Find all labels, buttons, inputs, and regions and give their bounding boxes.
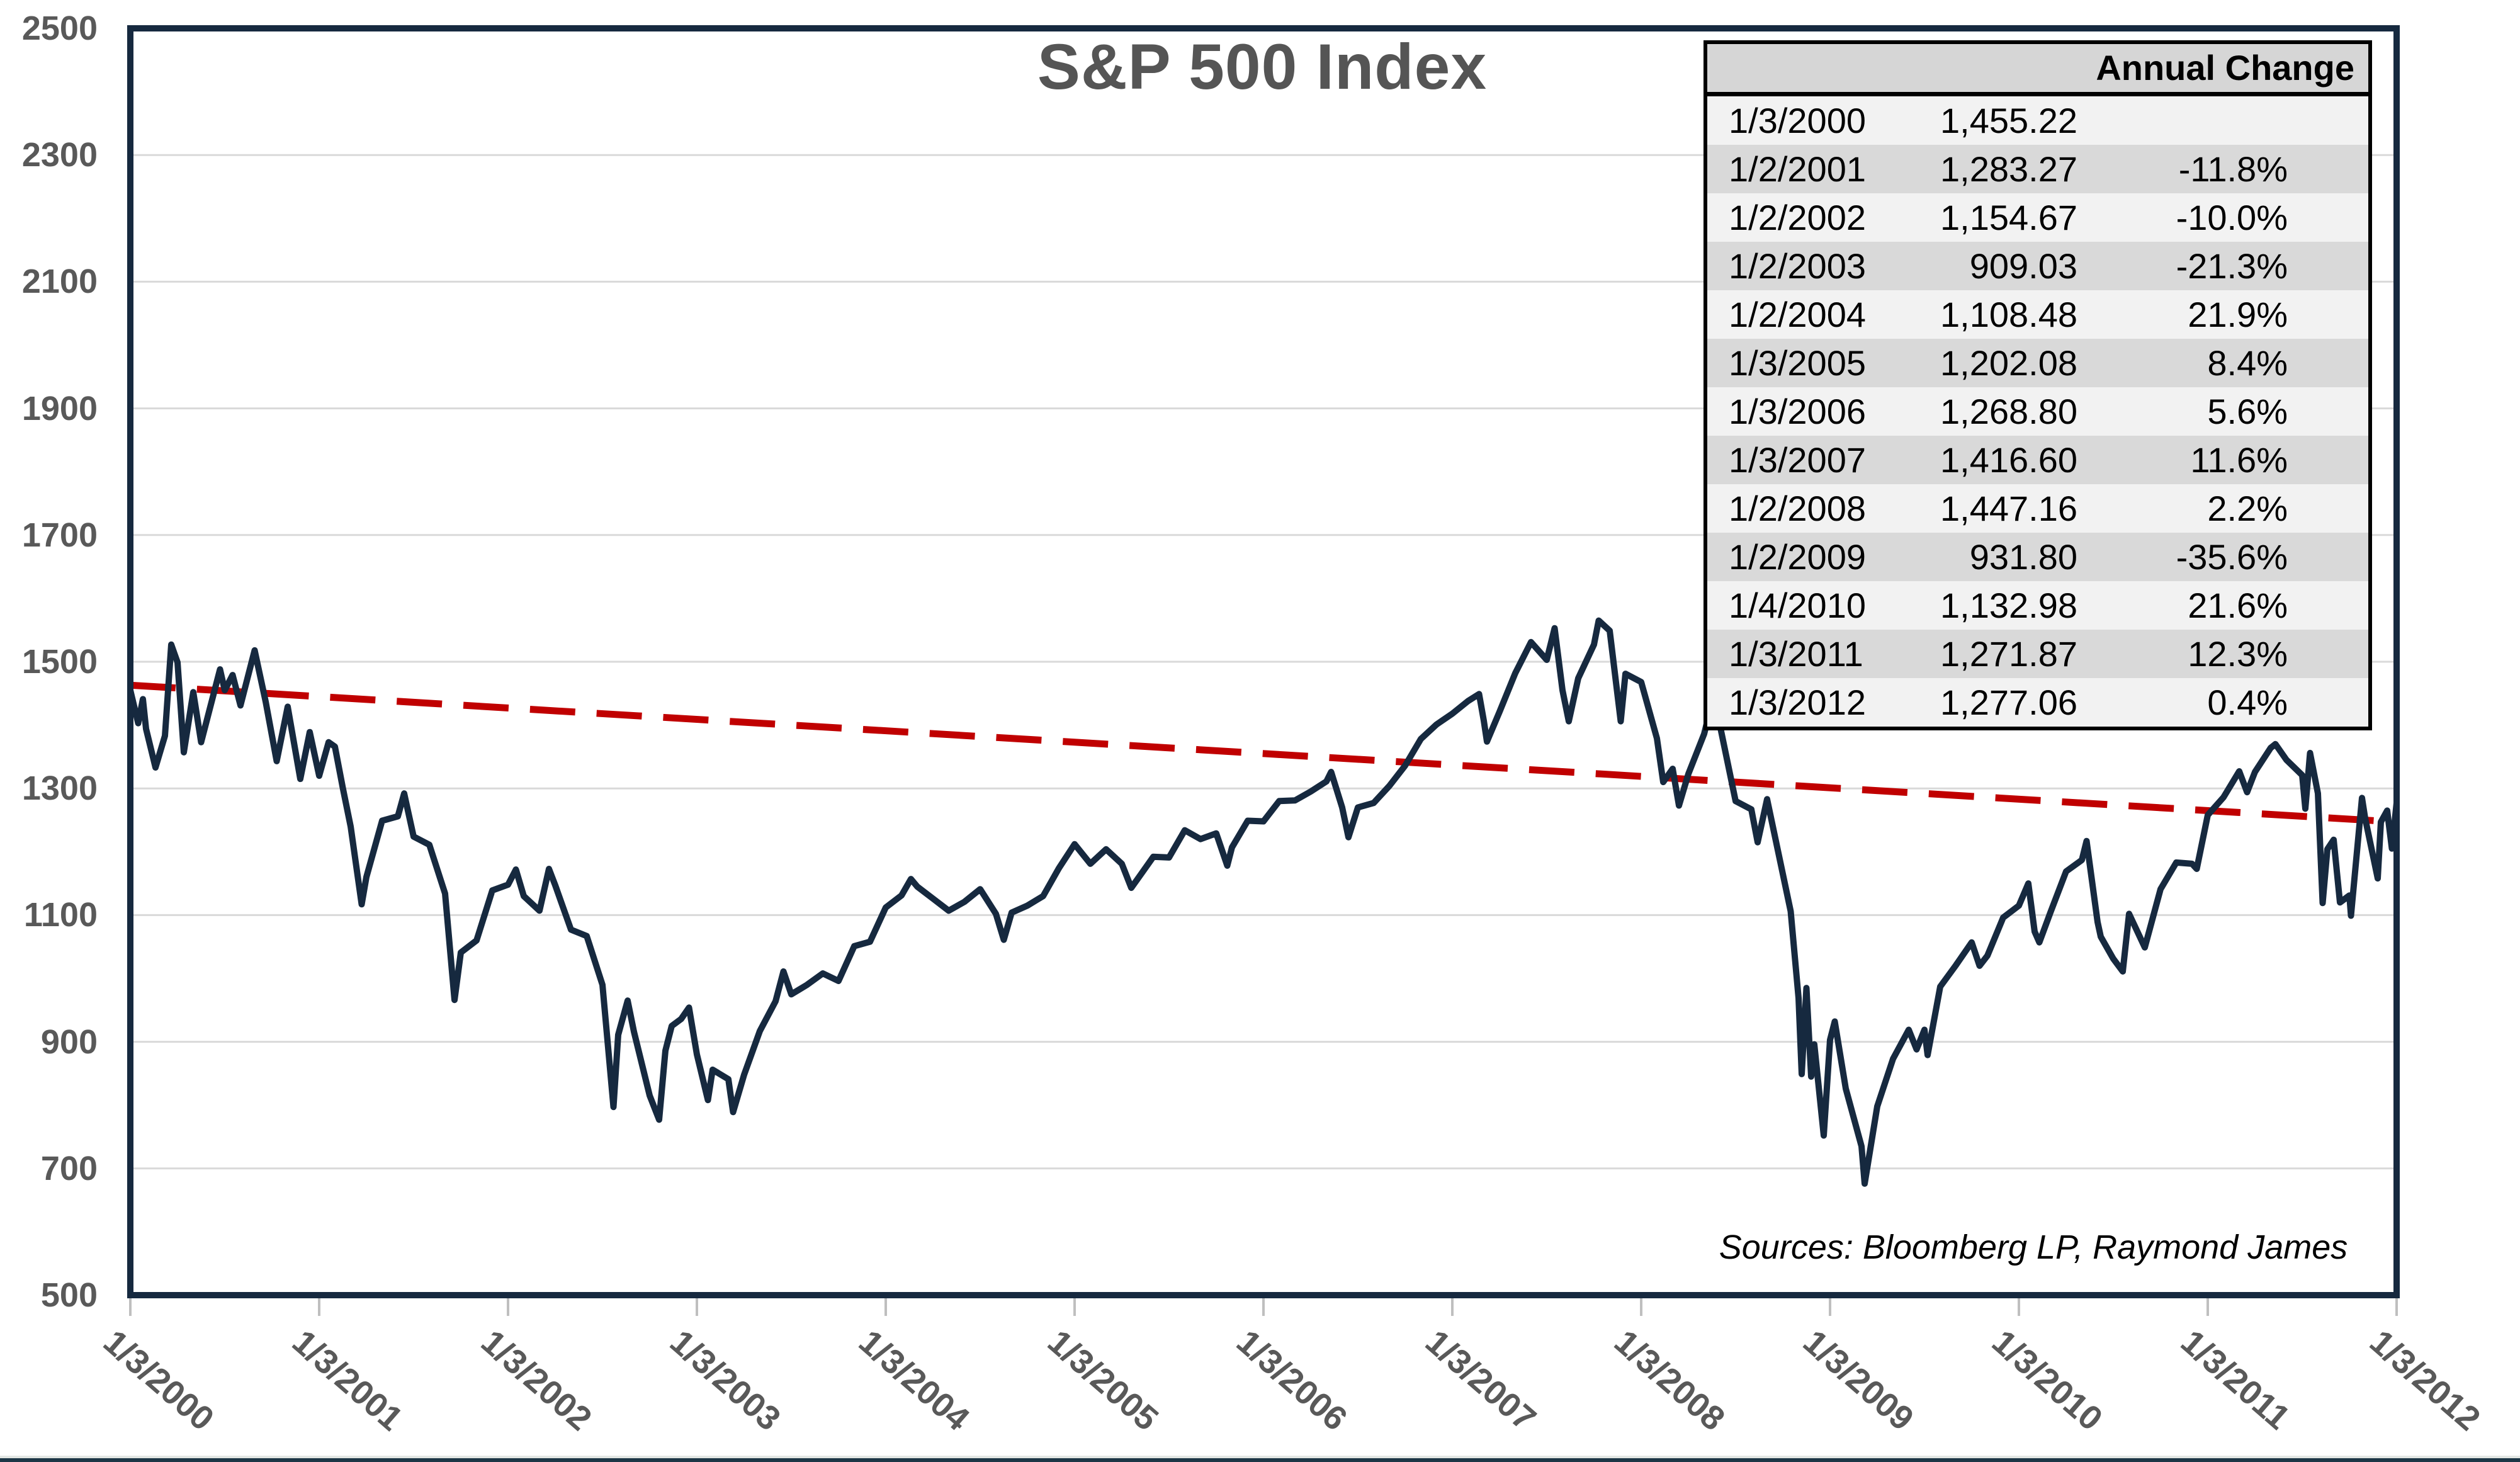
table-cell-date: 1/4/2010: [1729, 586, 1866, 625]
table-cell-change: -21.3%: [2176, 246, 2288, 286]
y-axis-label-700: 700: [40, 1149, 98, 1187]
table-row-1-3-2006: 1/3/2006 1,268.80 5.6%: [1707, 387, 2368, 436]
y-axis-label-2300: 2300: [21, 136, 98, 174]
table-row-1-3-2000: 1/3/2000 1,455.22: [1707, 96, 2368, 145]
table-cell-value: 909.03: [1969, 246, 2077, 286]
table-cell-value: 1,108.48: [1940, 295, 2077, 334]
table-row-1-2-2008: 1/2/2008 1,447.16 2.2%: [1707, 484, 2368, 533]
table-row-1-2-2001: 1/2/2001 1,283.27 -11.8%: [1707, 145, 2368, 193]
table-cell-date: 1/2/2002: [1729, 198, 1866, 237]
table-cell-date: 1/2/2001: [1729, 149, 1866, 189]
table-cell-date: 1/3/2006: [1729, 392, 1866, 431]
table-cell-change: 12.3%: [2188, 634, 2288, 674]
table-cell-change: 2.2%: [2207, 489, 2288, 528]
table-row-1-2-2004: 1/2/2004 1,108.48 21.9%: [1707, 290, 2368, 339]
table-row-1-2-2003: 1/2/2003 909.03 -21.3%: [1707, 242, 2368, 290]
table-cell-value: 1,154.67: [1940, 198, 2077, 237]
table-cell-value: 1,271.87: [1940, 634, 2077, 674]
table-body: 1/3/2000 1,455.22 1/2/2001 1,283.27 -11.8% 1/…: [1707, 96, 2368, 727]
table-cell-change: 8.4%: [2207, 343, 2288, 383]
table-cell-date: 1/2/2008: [1729, 489, 1866, 528]
table-cell-change: 0.4%: [2207, 683, 2288, 722]
table-row-1-3-2005: 1/3/2005 1,202.08 8.4%: [1707, 339, 2368, 387]
table-cell-change: -10.0%: [2176, 198, 2288, 237]
table-cell-value: 1,277.06: [1940, 683, 2077, 722]
table-cell-value: 1,132.98: [1940, 586, 2077, 625]
price-line: [127, 617, 2400, 1187]
table-cell-value: 1,268.80: [1940, 392, 2077, 431]
table-cell-value: 1,455.22: [1940, 101, 2077, 140]
x-axis-ticks: [129, 1298, 2398, 1316]
table-cell-change: [2077, 96, 2368, 145]
table-cell-change: 21.9%: [2188, 295, 2288, 334]
table-row-1-2-2009: 1/2/2009 931.80 -35.6%: [1707, 533, 2368, 581]
table-cell-date: 1/3/2005: [1729, 343, 1866, 383]
bottom-edge-highlight: [0, 1456, 2520, 1458]
y-axis-label-1100: 1100: [23, 896, 98, 934]
table-cell-value: 931.80: [1969, 537, 2077, 577]
gridlines: [130, 154, 2397, 1170]
bottom-edge-bar: [0, 1458, 2520, 1462]
table-cell-date: 1/3/2012: [1729, 683, 1866, 722]
table-cell-value: 1,416.60: [1940, 440, 2077, 480]
annual-change-table: Annual Change 1/3/2000 1,455.22 1/2/2001 1,…: [1704, 40, 2372, 730]
chart-title: S&P 500 Index: [1037, 31, 1488, 103]
trend-line: [130, 681, 2397, 826]
table-cell-date: 1/2/2003: [1729, 246, 1866, 286]
table-cell-date: 1/3/2007: [1729, 440, 1866, 480]
table-cell-change: 21.6%: [2188, 586, 2288, 625]
y-axis-label-1900: 1900: [21, 389, 98, 428]
table-row-1-4-2010: 1/4/2010 1,132.98 21.6%: [1707, 581, 2368, 630]
table-cell-change: 5.6%: [2207, 392, 2288, 431]
table-cell-value: 1,447.16: [1940, 489, 2077, 528]
table-cell-date: 1/2/2004: [1729, 295, 1866, 334]
table-cell-value: 1,202.08: [1940, 343, 2077, 383]
y-axis-label-500: 500: [40, 1276, 98, 1314]
table-cell-value: 1,283.27: [1940, 149, 2077, 189]
plot-border: [127, 25, 2400, 1298]
y-axis-label-2100: 2100: [21, 263, 98, 301]
table-row-1-3-2012: 1/3/2012 1,277.06 0.4%: [1707, 678, 2368, 727]
table-row-1-2-2002: 1/2/2002 1,154.67 -10.0%: [1707, 193, 2368, 242]
table-cell-date: 1/2/2009: [1729, 537, 1866, 577]
table-row-1-3-2007: 1/3/2007 1,416.60 11.6%: [1707, 436, 2368, 484]
y-axis-label-1500: 1500: [21, 643, 98, 681]
y-axis-label-1700: 1700: [21, 516, 98, 554]
table-cell-date: 1/3/2000: [1729, 101, 1866, 140]
y-axis-label-900: 900: [40, 1023, 98, 1061]
table-header: Annual Change: [1707, 44, 2368, 96]
table-cell-change: -11.8%: [2178, 149, 2288, 189]
y-axis-label-2500: 2500: [21, 9, 98, 47]
table-row-1-3-2011: 1/3/2011 1,271.87 12.3%: [1707, 630, 2368, 678]
y-axis-label-1300: 1300: [21, 769, 98, 808]
source-note: Sources: Bloomberg LP, Raymond James: [1719, 1228, 2348, 1266]
table-cell-change: -35.6%: [2176, 537, 2288, 577]
table-cell-date: 1/3/2011: [1729, 634, 1863, 674]
table-cell-change: 11.6%: [2190, 440, 2288, 480]
